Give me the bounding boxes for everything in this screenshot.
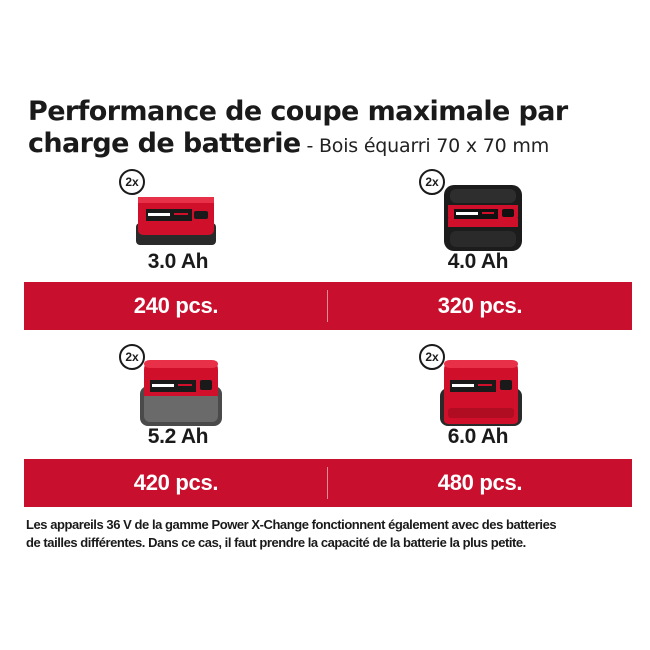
- result-value: 320 pcs.: [437, 293, 523, 318]
- capacity-label: 5.2 Ah: [147, 425, 209, 448]
- result-band-2: 420 pcs. 480 pcs.: [24, 459, 632, 507]
- quantity-badge: 2x: [119, 344, 145, 370]
- quantity-badge: 2x: [119, 169, 145, 195]
- capacity-label: 6.0 Ah: [447, 425, 509, 448]
- battery-5-2ah-style-icon: [140, 360, 222, 426]
- battery-cell-4ah: 2x 4.0 Ah: [328, 165, 628, 280]
- battery-4ah-style-icon: [444, 185, 522, 251]
- title-line-1: Performance de coupe maximale par: [28, 96, 568, 127]
- battery-cell-3ah: 2x 3.0 Ah: [28, 165, 328, 280]
- battery-cell-5-2ah: 2x 5.2 Ah: [28, 340, 328, 455]
- footnote-line-1: Les appareils 36 V de la gamme Power X-C…: [26, 517, 557, 532]
- footnote: Les appareils 36 V de la gamme Power X-C…: [26, 516, 626, 552]
- band-divider: [327, 467, 328, 499]
- quantity-badge: 2x: [419, 344, 445, 370]
- battery-cell-6ah: 2x 6.0 Ah: [328, 340, 628, 455]
- capacity-label: 4.0 Ah: [447, 250, 509, 273]
- quantity-badge: 2x: [419, 169, 445, 195]
- title-subtitle: - Bois équarri 70 x 70 mm: [300, 135, 549, 157]
- capacity-label: 3.0 Ah: [147, 250, 209, 273]
- footnote-line-2: de tailles différentes. Dans ce cas, il …: [26, 535, 526, 550]
- band-divider: [327, 290, 328, 322]
- page-title: Performance de coupe maximale par charge…: [28, 96, 628, 162]
- title-line-2-text: charge de batterie: [28, 128, 301, 159]
- title-line-2: charge de batterie - Bois équarri 70 x 7…: [28, 128, 628, 162]
- result-value: 240 pcs.: [133, 293, 219, 318]
- battery-6ah-style-icon: [440, 360, 522, 426]
- result-value: 480 pcs.: [437, 470, 523, 495]
- result-value: 420 pcs.: [133, 470, 219, 495]
- result-band-1: 240 pcs. 320 pcs.: [24, 282, 632, 330]
- battery-2-5ah-style-icon: [136, 197, 216, 245]
